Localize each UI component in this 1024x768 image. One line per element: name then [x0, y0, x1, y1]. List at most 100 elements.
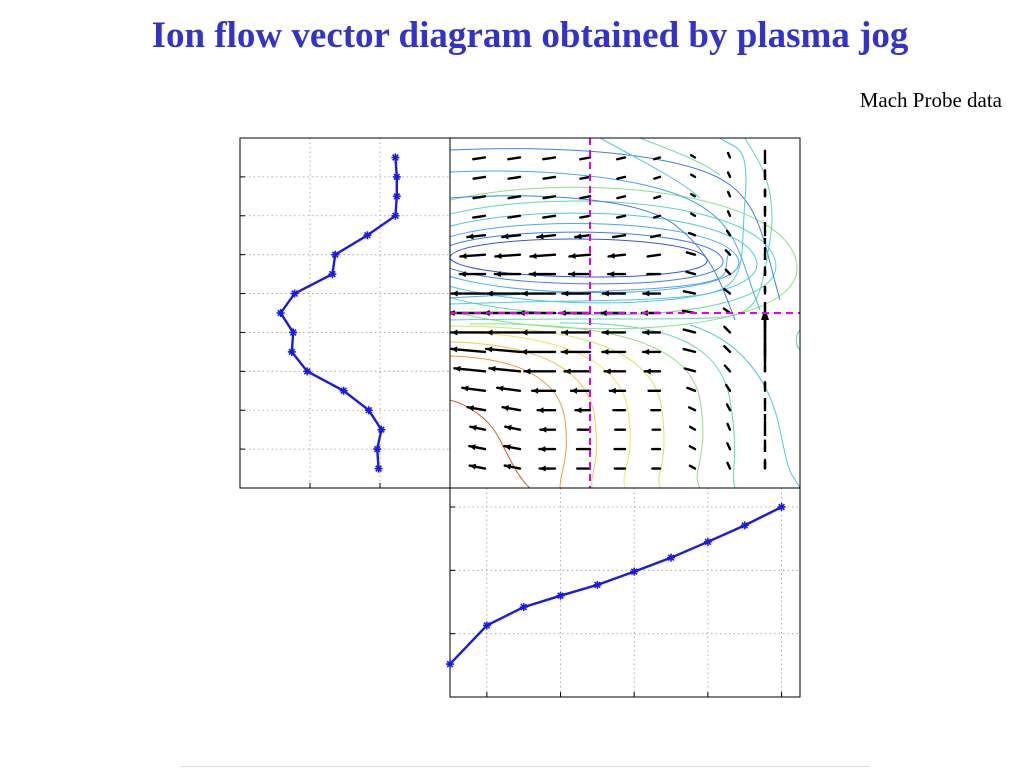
contour-line	[469, 323, 704, 488]
flow-vector	[538, 465, 557, 472]
flow-vector-head	[540, 426, 547, 433]
flow-vector	[523, 368, 557, 375]
flow-vector-shaft	[723, 325, 732, 334]
flow-vector-head	[451, 346, 458, 353]
flow-vector	[574, 233, 592, 240]
flow-vector	[726, 210, 732, 217]
flow-vector	[652, 156, 662, 161]
flow-vector-head	[532, 387, 539, 394]
flow-vector	[642, 329, 662, 336]
flow-vector	[458, 271, 487, 278]
flow-vector	[685, 251, 697, 256]
left-series-line	[279, 157, 398, 469]
flow-vector-head	[486, 346, 493, 353]
flow-vector-head	[467, 233, 474, 240]
flow-vector	[690, 192, 697, 198]
flow-vector	[688, 464, 697, 470]
flow-vector-shaft	[726, 210, 732, 217]
contour-line	[689, 324, 800, 488]
flow-vector	[542, 156, 557, 161]
flow-vector-shaft	[726, 190, 732, 198]
marker-stroke	[520, 603, 528, 611]
bottom-data-point	[482, 621, 491, 630]
flow-vector	[683, 367, 697, 373]
flow-vector	[607, 252, 627, 259]
flow-vector	[453, 365, 487, 373]
flow-vector-head	[469, 444, 476, 451]
flow-vector	[468, 463, 487, 470]
flow-vector	[724, 249, 732, 256]
flow-vector-head	[539, 446, 546, 453]
contour-line	[450, 231, 724, 285]
contour-line	[639, 138, 721, 176]
contour-line	[559, 322, 736, 488]
flow-vector-head	[502, 405, 510, 412]
bottom-data-point	[740, 521, 749, 530]
flow-vector-head	[470, 424, 477, 431]
flow-vector-shaft	[653, 195, 662, 200]
flow-vector-shaft	[682, 347, 697, 354]
flow-vector-shaft	[542, 156, 557, 161]
flow-vector	[612, 234, 627, 239]
flow-vector-head	[537, 407, 544, 414]
flow-vector-head	[530, 253, 537, 260]
marker-stroke	[704, 538, 712, 546]
bottom-data-point	[593, 580, 602, 589]
flow-vector	[579, 214, 592, 219]
flow-vector	[501, 233, 522, 240]
marker-stroke	[277, 309, 284, 317]
flow-vector-shaft	[472, 214, 487, 219]
flow-vector-head	[497, 385, 504, 392]
contour-line	[450, 331, 631, 488]
flow-vector	[507, 195, 522, 200]
flow-vector	[608, 387, 627, 394]
marker-stroke	[289, 329, 297, 336]
left-data-point	[392, 172, 401, 181]
marker-stroke	[340, 387, 347, 395]
bottom-data-point	[703, 537, 712, 546]
marker-stroke	[303, 367, 311, 375]
flow-vector	[726, 190, 732, 198]
flow-vector-shaft	[724, 249, 732, 256]
contour-line	[450, 399, 531, 488]
left-data-point	[364, 406, 373, 415]
marker-stroke	[741, 521, 749, 529]
contour-line	[450, 223, 740, 293]
flow-vector	[469, 424, 487, 431]
flow-vector	[503, 463, 522, 470]
left-data-point	[276, 309, 285, 317]
flow-vector	[496, 385, 522, 392]
flow-vector	[472, 195, 487, 200]
flow-vector	[529, 253, 557, 260]
flow-vector-shaft	[726, 442, 732, 451]
flow-vector	[450, 346, 487, 354]
bottom-data-point	[667, 553, 676, 562]
flow-vector-head	[600, 310, 607, 316]
flow-vector-head	[604, 368, 611, 375]
flow-vector	[539, 426, 557, 433]
flow-vector	[616, 175, 627, 180]
flow-vector	[563, 368, 592, 375]
flow-vector	[542, 195, 557, 200]
flow-vector	[485, 290, 522, 297]
flow-vector-head	[486, 329, 493, 336]
flow-vector	[493, 271, 522, 278]
flow-vector-shaft	[685, 251, 697, 256]
flow-vector-shaft	[687, 231, 697, 237]
flow-vector	[682, 290, 697, 295]
flow-vector-shaft	[682, 290, 697, 295]
flow-vector	[687, 231, 697, 237]
flow-vector	[501, 405, 522, 412]
flow-vector-shaft	[726, 151, 732, 159]
flow-vector	[649, 234, 662, 239]
flow-vector-shaft	[690, 192, 697, 198]
bottom-data-point	[630, 567, 639, 576]
flow-vector-head	[643, 290, 650, 297]
flow-vector-head	[518, 310, 525, 316]
flow-vector	[725, 403, 732, 412]
left-data-point	[391, 153, 400, 162]
flow-vector-shaft	[507, 175, 522, 180]
left-data-point	[328, 270, 337, 279]
flow-vector	[653, 175, 662, 180]
flow-vector-head	[504, 463, 512, 470]
